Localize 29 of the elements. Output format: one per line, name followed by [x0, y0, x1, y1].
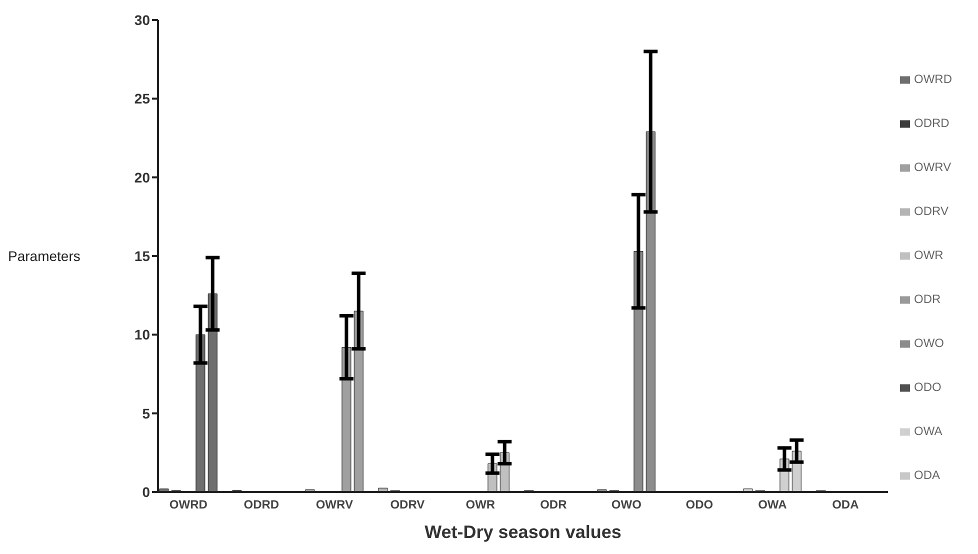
legend-label: OWO — [914, 336, 944, 350]
x-tick-label: OWRV — [316, 498, 353, 512]
x-tick-label: OWA — [758, 498, 788, 512]
y-tick-label: 30 — [134, 12, 150, 28]
x-tick-label: ODR — [540, 498, 568, 512]
x-tick-label: OWO — [611, 498, 642, 512]
legend-label: ODR — [914, 292, 941, 306]
x-tick-label: ODA — [832, 498, 860, 512]
legend-label: OWRD — [914, 72, 952, 86]
y-tick-label: 20 — [134, 169, 150, 186]
x-tick-label: ODO — [686, 498, 714, 512]
x-tick-label: ODRD — [244, 498, 280, 512]
y-tick-label: 25 — [134, 90, 150, 107]
legend-label: OWRV — [914, 160, 952, 174]
y-axis-title: Parameters — [8, 248, 80, 264]
x-tick-label: OWR — [466, 498, 496, 512]
legend-label: ODO — [914, 380, 942, 394]
x-tick-label: ODRV — [390, 498, 425, 512]
y-tick-label: 5 — [142, 405, 150, 422]
legend-label: OWR — [914, 248, 944, 262]
x-tick-label: OWRD — [169, 498, 208, 512]
y-tick-label: 0 — [142, 484, 150, 500]
y-tick-label: 10 — [134, 326, 150, 343]
legend-label: OWA — [914, 424, 942, 438]
legend-label: ODA — [914, 468, 940, 482]
y-tick-label: 15 — [134, 248, 150, 264]
legend-label: ODRD — [914, 116, 950, 130]
legend-label: ODRV — [914, 204, 948, 218]
x-axis-title: Wet-Dry season values — [424, 522, 622, 542]
